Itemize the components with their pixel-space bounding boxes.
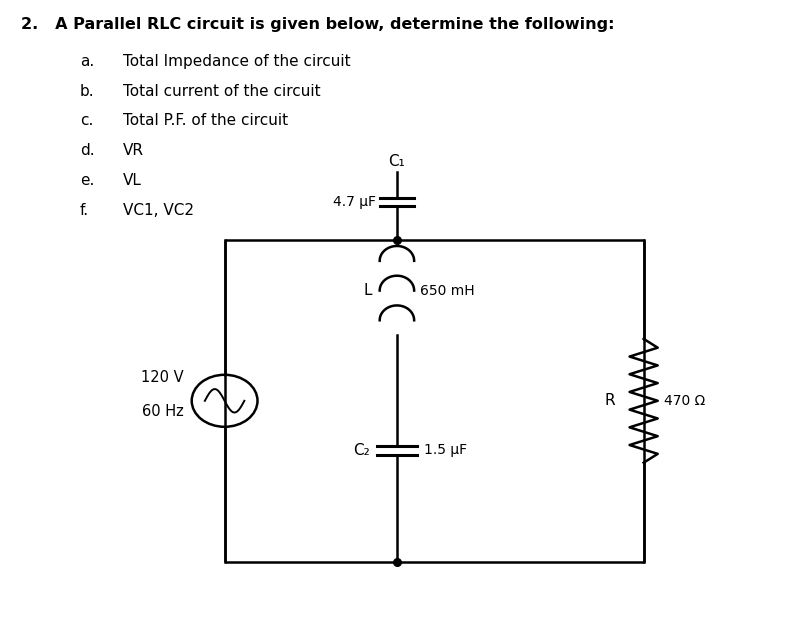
Text: VL: VL	[123, 173, 141, 188]
Text: Total Impedance of the circuit: Total Impedance of the circuit	[123, 54, 351, 69]
Text: C₂: C₂	[354, 443, 370, 458]
Text: f.: f.	[79, 203, 89, 218]
Text: c.: c.	[79, 113, 93, 129]
Text: VC1, VC2: VC1, VC2	[123, 203, 194, 218]
Text: b.: b.	[79, 84, 94, 99]
Text: e.: e.	[79, 173, 94, 188]
Text: 4.7 μF: 4.7 μF	[332, 195, 376, 209]
Text: 1.5 μF: 1.5 μF	[424, 443, 467, 457]
Text: 470 Ω: 470 Ω	[664, 394, 705, 408]
Text: 60 Hz: 60 Hz	[142, 404, 184, 419]
Text: R: R	[604, 393, 615, 408]
Text: L: L	[363, 283, 372, 298]
Text: C₁: C₁	[388, 154, 406, 169]
Text: Total P.F. of the circuit: Total P.F. of the circuit	[123, 113, 288, 129]
Text: 2.   A Parallel RLC circuit is given below, determine the following:: 2. A Parallel RLC circuit is given below…	[21, 17, 615, 32]
Text: d.: d.	[79, 143, 94, 158]
Text: 120 V: 120 V	[141, 370, 184, 385]
Text: 650 mH: 650 mH	[421, 284, 475, 297]
Text: VR: VR	[123, 143, 144, 158]
Text: a.: a.	[79, 54, 94, 69]
Text: Total current of the circuit: Total current of the circuit	[123, 84, 321, 99]
